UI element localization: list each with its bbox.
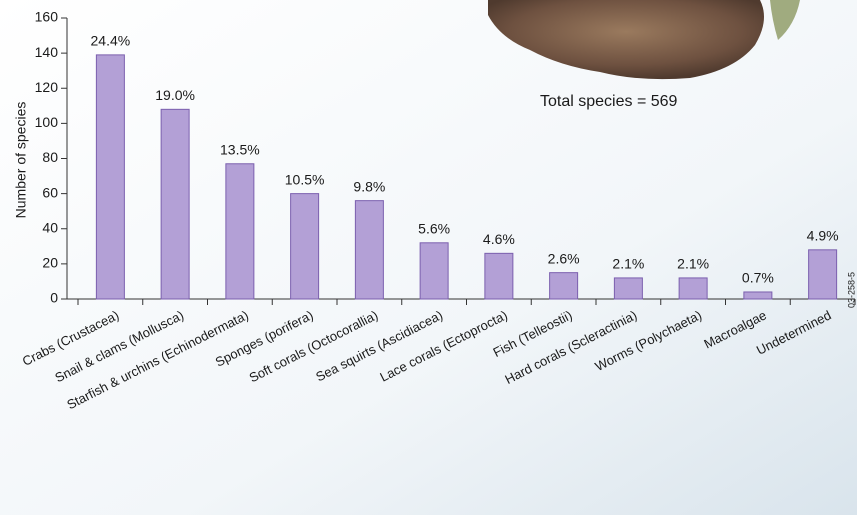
bar: [808, 249, 838, 300]
value-label: 4.6%: [483, 231, 515, 247]
value-label: 0.7%: [742, 270, 774, 286]
bar: [354, 200, 384, 300]
y-tick-label: 100: [35, 114, 59, 130]
rock-image: [770, 0, 800, 40]
value-label: 24.4%: [91, 33, 131, 49]
bar: [549, 272, 579, 300]
y-tick-label: 60: [42, 184, 58, 200]
y-tick-label: 80: [42, 149, 58, 165]
value-label: 5.6%: [418, 221, 450, 237]
bar: [225, 163, 255, 300]
value-label: 9.8%: [353, 178, 385, 194]
value-label: 19.0%: [155, 87, 195, 103]
bar: [484, 252, 514, 300]
annotation: Total species = 569: [540, 93, 678, 110]
value-label: 13.5%: [220, 141, 260, 157]
value-label: 10.5%: [285, 171, 325, 187]
y-tick-label: 0: [50, 290, 58, 306]
y-tick-label: 140: [35, 44, 59, 60]
bar: [613, 277, 643, 300]
bar: [95, 54, 125, 300]
bar: [419, 242, 449, 300]
y-tick-label: 20: [42, 255, 58, 271]
value-label: 4.9%: [807, 228, 839, 244]
bar: [160, 108, 190, 300]
value-label: 2.6%: [548, 250, 580, 266]
bar: [743, 291, 773, 300]
y-tick-label: 160: [35, 9, 59, 25]
figure-id: 03-258-5: [846, 272, 856, 308]
y-axis-title: Number of species: [13, 102, 29, 219]
bar: [290, 193, 320, 300]
bar: [678, 277, 708, 300]
value-label: 2.1%: [612, 256, 644, 272]
rock-image: [488, 0, 764, 80]
y-tick-label: 40: [42, 219, 58, 235]
value-label: 2.1%: [677, 256, 709, 272]
y-tick-label: 120: [35, 79, 59, 95]
